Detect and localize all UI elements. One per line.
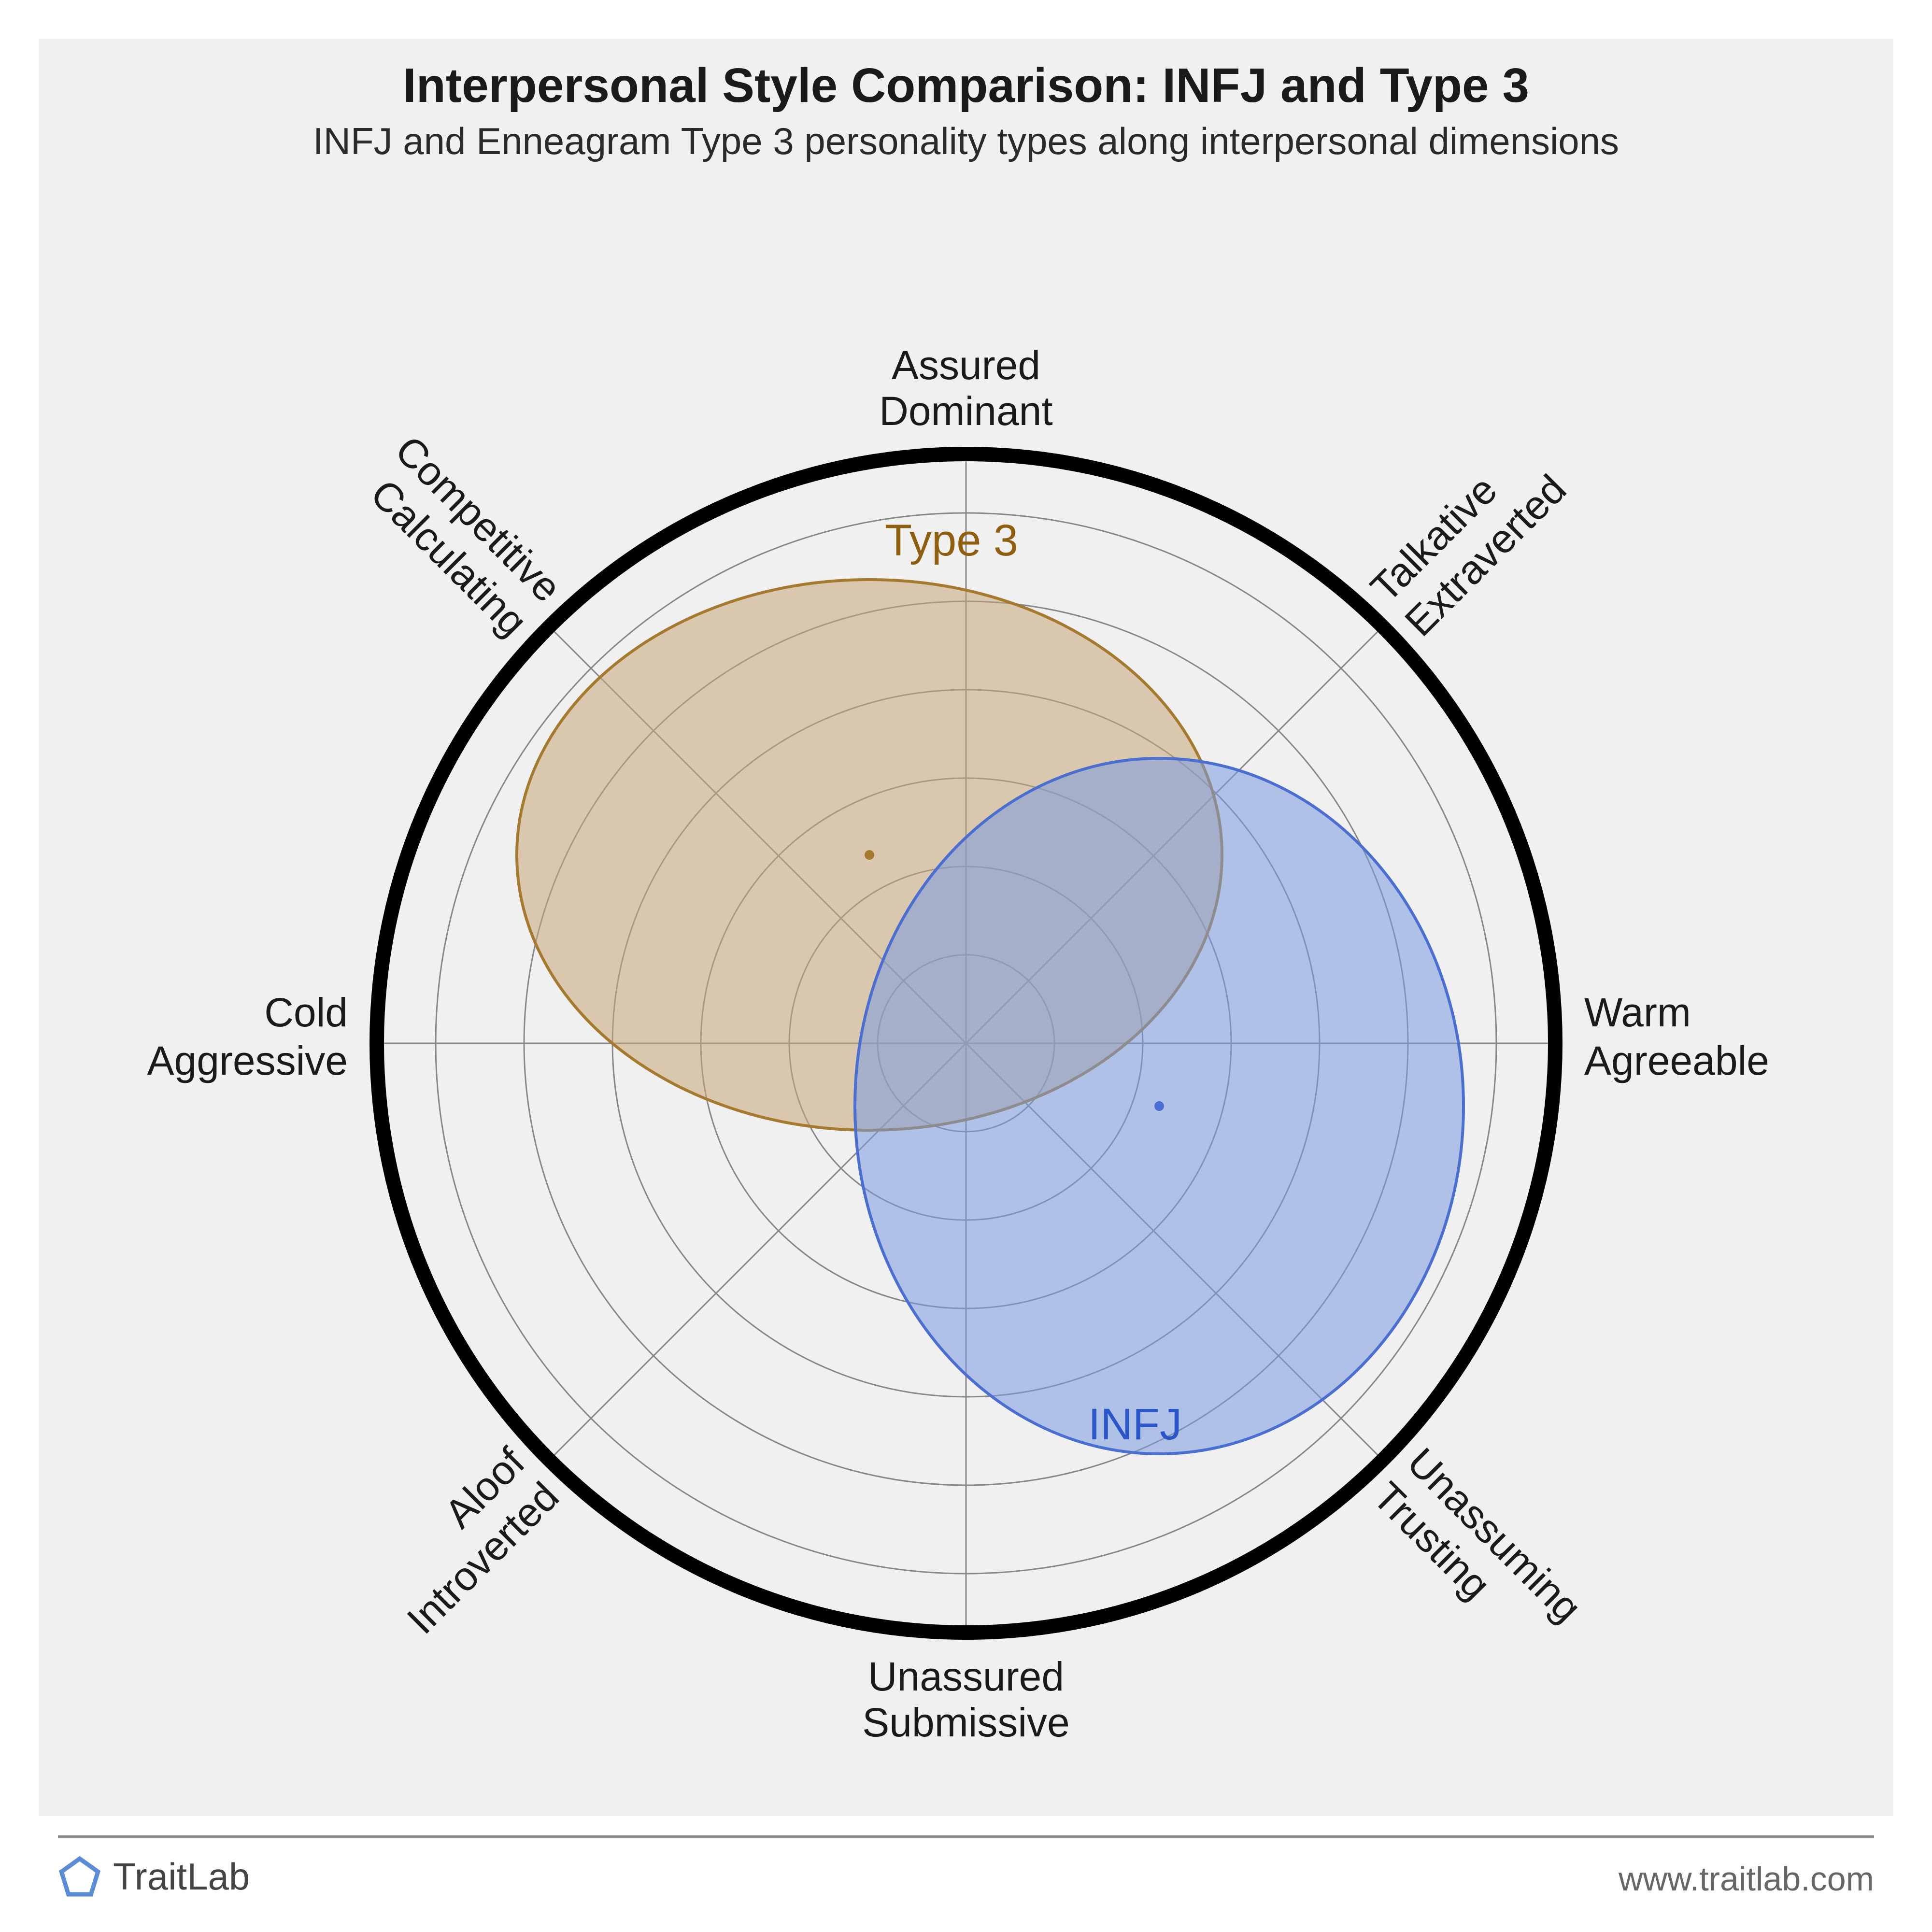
axis-label: Cold (264, 990, 348, 1035)
footer-divider (58, 1835, 1874, 1838)
axis-label: Submissive (862, 1700, 1069, 1745)
axis-label: Agreeable (1584, 1038, 1769, 1083)
axis-label: Dominant (879, 388, 1053, 434)
chart-panel: Interpersonal Style Comparison: INFJ and… (39, 39, 1893, 1816)
circumplex-chart: Type 3 INFJ AssuredDominant TalkativeExtrav… (39, 222, 1893, 1768)
title-block: Interpersonal Style Comparison: INFJ and… (39, 58, 1893, 163)
axis-label-group: UnassumingTrusting (1364, 1439, 1590, 1665)
axis-label-group: CompetitiveCalculating (353, 427, 570, 645)
axis-label: Aggressive (147, 1038, 348, 1083)
brand-logo-icon (58, 1855, 101, 1899)
axis-label-group: AloofIntroverted (364, 1439, 568, 1643)
ellipse-center-dot (865, 850, 874, 860)
ellipse-label-type-3: Type 3 (885, 516, 1018, 565)
brand-name: TraitLab (113, 1855, 250, 1899)
axis-label: Unassured (868, 1654, 1064, 1699)
footer: TraitLab www.traitlab.com (39, 1835, 1893, 1913)
axis-label: Warm (1584, 990, 1691, 1035)
axis-label-group: TalkativeExtraverted (1362, 432, 1575, 645)
chart-subtitle: INFJ and Enneagram Type 3 personality ty… (39, 119, 1893, 163)
ellipse-center-dot (1154, 1101, 1164, 1111)
axis-label: Assured (892, 342, 1040, 388)
ellipse-label-infj: INFJ (1088, 1400, 1182, 1449)
brand-block: TraitLab (58, 1855, 250, 1899)
chart-title: Interpersonal Style Comparison: INFJ and… (39, 58, 1893, 114)
brand-url: www.traitlab.com (1619, 1860, 1874, 1898)
